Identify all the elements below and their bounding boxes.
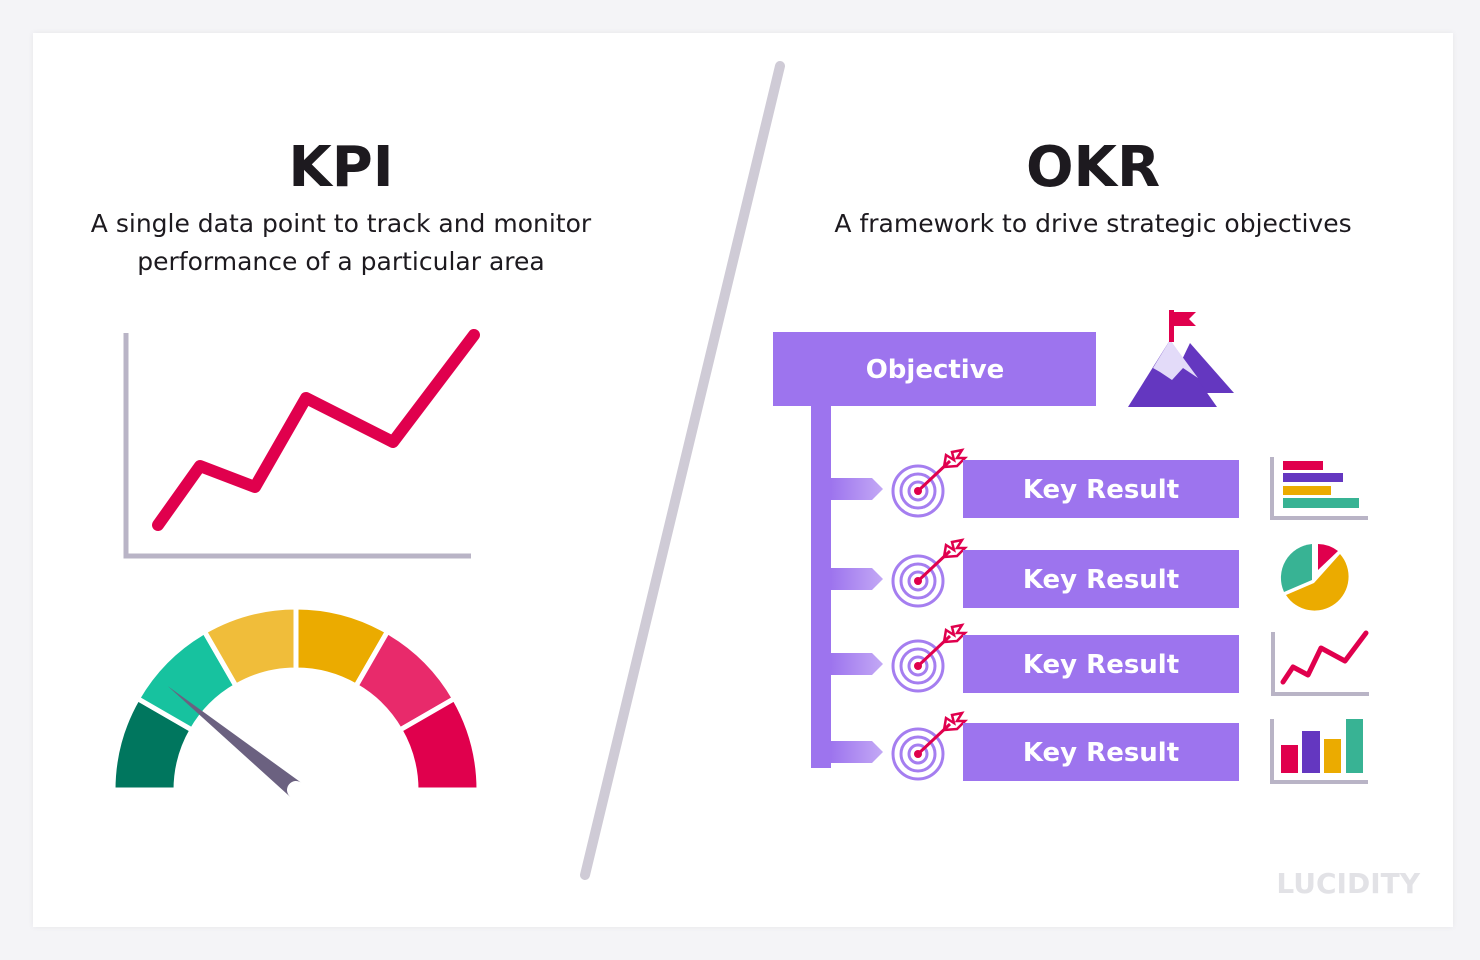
key-result-label: Key Result (1023, 738, 1179, 768)
tree-trunk-end (811, 745, 831, 767)
key-result-box (963, 550, 1239, 608)
okr-title: OKR (1026, 135, 1160, 200)
key-result-row: Key Result (831, 448, 1239, 518)
target-arrow-icon (891, 448, 969, 518)
objective-box (773, 332, 1096, 406)
key-result-label: Key Result (1023, 565, 1179, 595)
connector-arrow (831, 478, 883, 500)
kpi-title: KPI (288, 135, 393, 200)
speedometer-gauge-icon (110, 604, 482, 797)
connector-arrow (831, 568, 883, 590)
chart-axes (123, 333, 471, 559)
objective-label: Objective (866, 355, 1005, 385)
target-arrow-icon (891, 711, 969, 781)
tree-trunk (811, 406, 831, 768)
key-result-box (963, 635, 1239, 693)
okr-subtitle: A framework to drive strategic objective… (834, 209, 1351, 238)
key-result-row: Key Result (831, 538, 1239, 608)
horizontal-bar-chart-icon (1270, 457, 1368, 520)
key-result-box (963, 460, 1239, 518)
key-result-box (963, 723, 1239, 781)
key-result-label: Key Result (1023, 475, 1179, 505)
key-result-row: Key Result (831, 623, 1239, 693)
key-result-label: Key Result (1023, 650, 1179, 680)
target-arrow-icon (891, 623, 969, 693)
key-result-row: Key Result (831, 711, 1239, 781)
line-chart-icon (1271, 630, 1369, 696)
connector-arrow (831, 653, 883, 675)
kpi-subtitle-line2: performance of a particular area (137, 247, 544, 276)
kpi-subtitle-line1: A single data point to track and monitor (91, 209, 592, 238)
connector-arrow (831, 741, 883, 763)
mountain-flag-icon (1128, 310, 1234, 407)
column-chart-icon (1270, 719, 1368, 784)
divider (580, 61, 785, 880)
gauge-segment (396, 695, 482, 793)
trend-line-chart-icon (123, 329, 480, 559)
trend-line (152, 329, 480, 531)
gauge-needle (167, 686, 302, 797)
lucidity-logo: LUCIDITY (1276, 867, 1420, 900)
pie-chart-icon (1280, 544, 1349, 611)
target-arrow-icon (891, 538, 969, 608)
